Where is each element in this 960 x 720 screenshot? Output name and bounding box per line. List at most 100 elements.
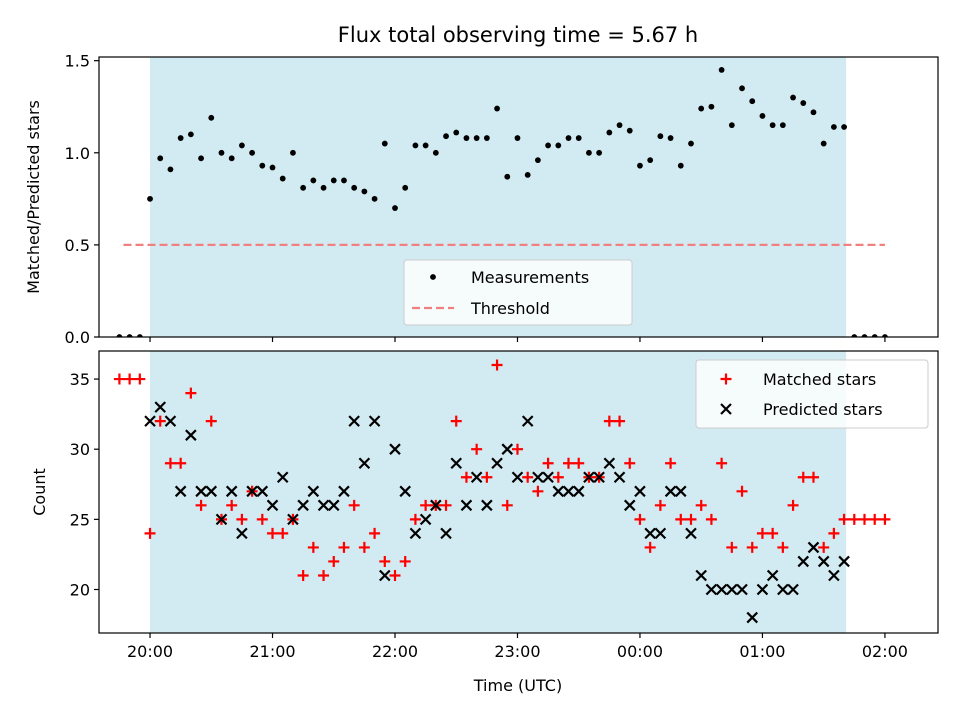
measurement-point xyxy=(402,184,409,191)
measurement-point xyxy=(453,129,460,136)
matched-star-point xyxy=(705,513,717,525)
matched-star-point xyxy=(644,541,656,553)
measurement-point xyxy=(820,140,827,147)
measurement-point xyxy=(279,175,286,182)
matched-star-point xyxy=(797,471,809,483)
matched-star-point xyxy=(542,457,554,469)
matched-star-point xyxy=(675,513,687,525)
measurement-point xyxy=(616,122,623,129)
predicted-star-point xyxy=(644,527,656,540)
matched-star-point xyxy=(185,387,197,399)
predicted-star-point xyxy=(623,499,636,512)
y-tick-label: 35 xyxy=(70,370,90,389)
measurement-point xyxy=(504,173,511,180)
matched-star-point xyxy=(420,499,432,511)
matched-star-point xyxy=(603,415,615,427)
predicted-star-point xyxy=(634,485,646,498)
measurement-point xyxy=(361,188,368,195)
legend: Measurements Threshold xyxy=(403,259,633,326)
y-tick-label: 0.5 xyxy=(65,236,90,255)
measurement-point xyxy=(371,195,378,202)
predicted-star-point xyxy=(491,457,503,470)
predicted-star-point xyxy=(521,415,534,427)
y-tick-label: 1.0 xyxy=(65,144,90,163)
predicted-star-point xyxy=(807,541,820,554)
matched-star-point xyxy=(358,541,370,553)
predicted-star-point xyxy=(787,583,799,596)
measurement-point xyxy=(534,157,541,164)
predicted-star-point xyxy=(470,471,483,484)
measurement-point xyxy=(586,149,592,156)
x-tick-label: 23:00 xyxy=(494,642,540,661)
predicted-star-point xyxy=(205,485,218,498)
measurement-point xyxy=(463,135,470,141)
measurement-point xyxy=(341,177,347,184)
matched-star-point xyxy=(369,527,381,539)
predicted-star-point xyxy=(593,471,605,484)
predicted-star-point xyxy=(379,569,391,582)
predicted-star-point xyxy=(715,583,728,596)
matched-star-point xyxy=(614,415,626,427)
measurement-point xyxy=(739,85,745,92)
matched-star-point xyxy=(787,499,799,511)
predicted-star-point xyxy=(838,555,850,568)
matched-star-point xyxy=(511,443,523,455)
matched-star-point xyxy=(328,555,340,567)
measurement-point xyxy=(300,184,307,191)
matched-star-point xyxy=(389,569,401,581)
matched-star-point xyxy=(164,457,176,469)
measurement-point xyxy=(483,135,490,141)
legend: Matched stars Predicted stars xyxy=(695,359,929,429)
predicted-star-point xyxy=(613,471,626,484)
measurement-point xyxy=(728,122,735,129)
predicted-star-point xyxy=(338,485,350,498)
predicted-star-point xyxy=(552,485,565,498)
predicted-star-point xyxy=(327,499,340,512)
predicted-star-point xyxy=(542,471,554,484)
predicted-star-point xyxy=(797,555,810,568)
predicted-star-point xyxy=(695,569,707,582)
measurement-point xyxy=(218,149,225,156)
measurement-point xyxy=(830,124,837,130)
predicted-star-point xyxy=(236,527,248,540)
matched-star-point xyxy=(307,541,319,553)
measurement-point xyxy=(381,140,388,147)
predicted-star-point xyxy=(246,485,258,498)
matched-star-point xyxy=(491,359,503,371)
x-tick-label: 01:00 xyxy=(739,642,785,661)
y-tick-label: 0.0 xyxy=(65,328,90,347)
predicted-star-point xyxy=(307,485,320,498)
measurement-point xyxy=(187,131,194,138)
x-tick-label: 00:00 xyxy=(617,642,663,661)
measurement-point xyxy=(432,149,439,156)
predicted-star-point xyxy=(705,583,718,596)
matched-star-point xyxy=(236,513,248,525)
matched-star-point xyxy=(501,499,513,511)
matched-star-point xyxy=(267,527,279,539)
matched-star-point xyxy=(726,541,738,553)
measurement-point xyxy=(392,205,398,211)
measurement-point xyxy=(596,149,603,156)
x-axis-label: Time (UTC) xyxy=(473,676,562,695)
measurement-point xyxy=(524,171,531,178)
measurement-point xyxy=(749,98,756,105)
matched-star-point xyxy=(532,485,544,497)
predicted-star-point xyxy=(389,443,401,455)
measurement-point xyxy=(494,105,500,112)
matched-star-point xyxy=(175,457,187,469)
predicted-star-point xyxy=(256,485,269,498)
measurement-point xyxy=(126,334,133,337)
matched-star-point xyxy=(338,541,350,553)
measurement-point xyxy=(626,127,633,134)
plot-area xyxy=(113,359,891,624)
matched-star-point xyxy=(450,415,462,427)
axes-frame xyxy=(98,350,939,634)
measurement-point xyxy=(320,184,327,191)
measurement-point xyxy=(882,334,888,337)
axes-frame xyxy=(98,56,939,338)
measurement-point xyxy=(871,334,878,337)
predicted-star-point xyxy=(164,415,177,427)
predicted-star-point xyxy=(726,583,738,596)
measurement-point xyxy=(779,122,786,129)
matched-star-point xyxy=(777,541,789,553)
